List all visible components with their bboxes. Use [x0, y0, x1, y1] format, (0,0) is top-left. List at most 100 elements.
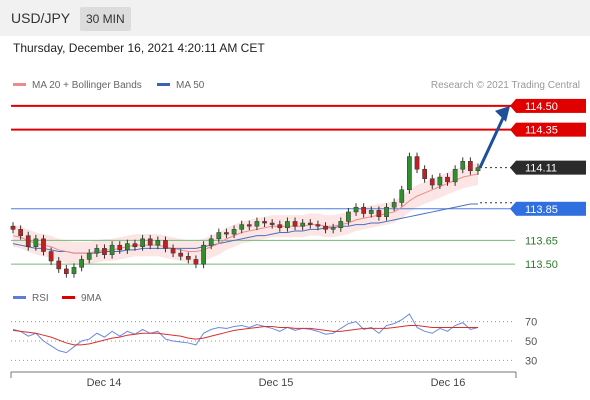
level-box-113.85: [516, 201, 586, 216]
candle-body: [338, 221, 344, 229]
ma20-label: MA 20 + Bollinger Bands: [32, 80, 142, 91]
candle-body: [460, 161, 466, 170]
level-label-113.85: 113.85: [525, 204, 558, 216]
candle-body: [399, 189, 405, 203]
candle-body: [71, 267, 77, 274]
candle-body: [285, 221, 290, 229]
candle-body: [163, 240, 168, 249]
candle-body: [102, 248, 107, 255]
candle-body: [41, 238, 46, 252]
candle-body: [48, 251, 54, 262]
candle-body: [262, 221, 267, 224]
candle-body: [315, 224, 321, 227]
candle-body: [376, 210, 382, 217]
candle-body: [147, 238, 153, 246]
level-label-113.50: 113.50: [525, 259, 558, 271]
target-arrow-shaft: [478, 115, 506, 169]
candle-body: [269, 222, 275, 225]
x-tick-label: Dec 16: [431, 377, 466, 389]
candle-body: [155, 240, 161, 246]
rsi-level-label-70: 70: [525, 317, 537, 329]
candle-body: [239, 224, 245, 230]
level-pointer-114.11: [510, 160, 516, 175]
candle-body: [25, 235, 31, 248]
candle-body: [10, 225, 16, 230]
x-tick-label: Dec 14: [87, 377, 122, 389]
rsi-swatch: [13, 295, 26, 299]
level-label-114.50: 114.50: [525, 101, 558, 113]
rsi-ma-line: [12, 325, 478, 346]
level-pointer-114.35: [510, 122, 516, 137]
level-label-114.35: 114.35: [525, 125, 558, 137]
candle-body: [292, 221, 298, 227]
candle-body: [391, 202, 397, 208]
candle-body: [231, 229, 237, 235]
candle-body: [178, 252, 184, 257]
ma50-label: MA 50: [176, 80, 205, 91]
candle-body: [437, 176, 443, 186]
bollinger-band: [13, 162, 478, 265]
candle-body: [33, 238, 39, 248]
level-box-114.35: [516, 122, 586, 137]
legend-ma20: MA 20 + Bollinger Bands: [13, 80, 142, 91]
candle-body: [330, 227, 336, 230]
candle-body: [323, 225, 328, 230]
candle-body: [300, 222, 306, 227]
candle-body: [124, 243, 130, 251]
level-box-114.50: [516, 98, 586, 113]
symbol-label: USD/JPY: [11, 10, 71, 26]
ma50-swatch: [157, 82, 170, 86]
legend-rsi: RSI: [13, 293, 49, 304]
candle-body: [86, 252, 92, 260]
candle-body: [109, 244, 115, 255]
candle-body: [361, 206, 367, 214]
candle-body: [422, 168, 427, 179]
candle-body: [170, 248, 176, 254]
candle-body: [407, 156, 412, 191]
credit-text: Research © 2021 Trading Central: [430, 80, 580, 91]
candle-body: [384, 206, 389, 217]
level-pointer-114.50: [510, 98, 516, 113]
candle-body: [56, 260, 62, 270]
candle-body: [452, 168, 458, 183]
candle-body: [429, 178, 435, 186]
legend-rsi-ma: 9MA: [62, 293, 102, 304]
rsi-ma-swatch: [62, 295, 75, 299]
x-tick-label: Dec 15: [259, 377, 294, 389]
candle-body: [224, 232, 229, 235]
rsi-ma-label: 9MA: [81, 293, 102, 304]
candle-body: [246, 224, 252, 227]
candle-body: [307, 222, 313, 225]
target-arrow-head: [495, 105, 510, 122]
candle-body: [117, 244, 123, 251]
candle-body: [346, 211, 351, 222]
candle-body: [368, 210, 374, 214]
rsi-level-label-50: 50: [525, 336, 537, 348]
ma20-line: [12, 173, 479, 254]
timeframe-badge[interactable]: 30 MIN: [80, 7, 131, 31]
level-pointer-113.85: [510, 201, 516, 216]
candle-body: [18, 229, 23, 236]
candle-body: [94, 248, 100, 254]
rsi-label: RSI: [32, 293, 49, 304]
legend-ma50: MA 50: [157, 80, 204, 91]
candle-body: [254, 221, 260, 227]
header-bar: USD/JPY 30 MIN: [0, 0, 590, 36]
candle-body: [208, 238, 214, 246]
candle-body: [468, 161, 473, 172]
candle-body: [216, 232, 222, 240]
candle-body: [132, 243, 138, 248]
candle-body: [201, 244, 206, 265]
candle-body: [445, 176, 450, 183]
timestamp: Thursday, December 16, 2021 4:20:11 AM C…: [13, 41, 265, 55]
rsi-line: [12, 313, 479, 354]
candle-body: [193, 259, 199, 265]
level-label-113.65: 113.65: [525, 235, 558, 247]
candle-body: [140, 238, 145, 248]
rsi-level-label-30: 30: [525, 355, 537, 367]
level-box-114.11: [516, 160, 586, 175]
candle-body: [475, 167, 481, 172]
candle-body: [353, 206, 359, 213]
level-label-114.11: 114.11: [525, 163, 557, 175]
